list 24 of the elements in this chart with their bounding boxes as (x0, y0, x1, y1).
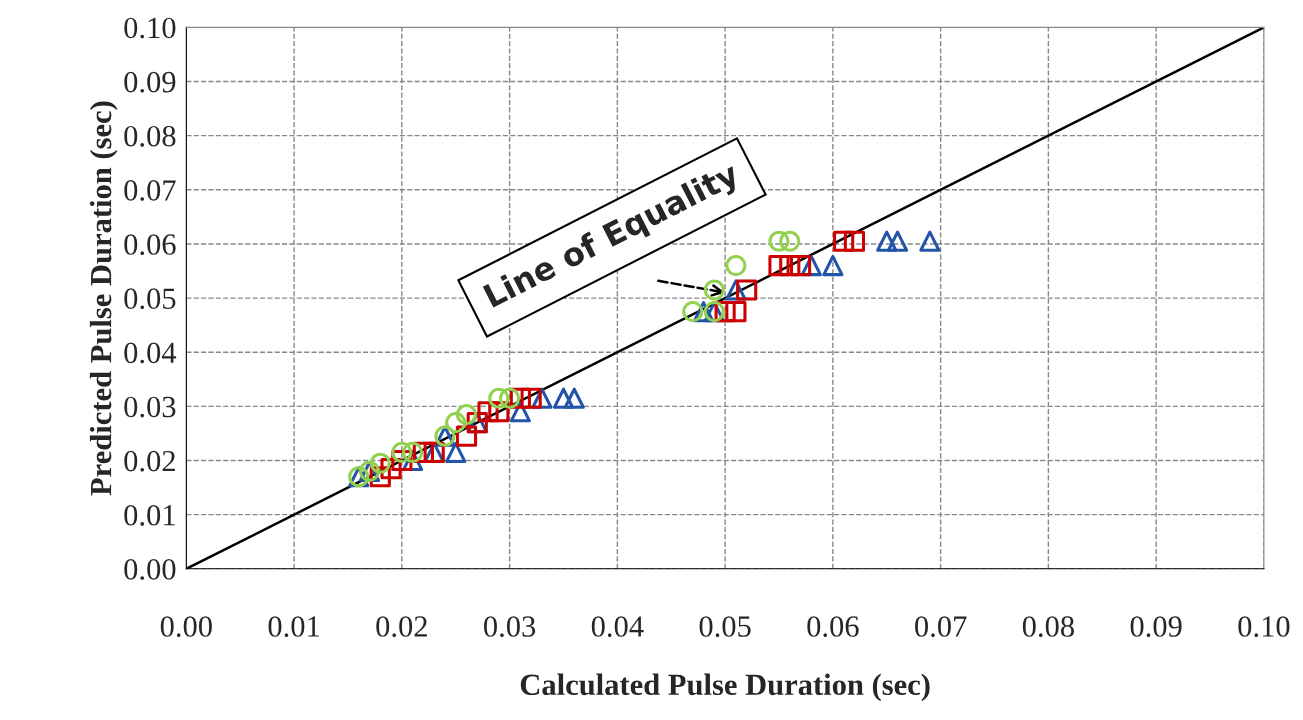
y-tick-label: 0.04 (124, 342, 177, 364)
x-tick-label: 0.01 (268, 616, 319, 637)
x-tick-label: 0.06 (807, 616, 859, 637)
x-tick-label: 0.00 (160, 616, 212, 637)
x-tick-label: 0.10 (1238, 616, 1290, 637)
y-tick-label: 0.09 (124, 71, 176, 93)
y-tick-label: 0.01 (124, 504, 175, 526)
y-tick-label: 0.06 (124, 234, 176, 255)
x-tick-label: 0.04 (591, 616, 644, 637)
x-tick-label: 0.09 (1130, 616, 1182, 637)
x-tick-label: 0.05 (699, 616, 751, 637)
y-tick-label: 0.03 (124, 396, 176, 418)
x-axis-title: Calculated Pulse Duration (sec) (520, 673, 930, 702)
y-axis-title: Predicted Pulse Duration (sec) (89, 101, 118, 496)
y-tick-label: 0.08 (124, 125, 176, 147)
x-tick-label: 0.07 (915, 616, 967, 637)
y-tick-label: 0.05 (124, 288, 176, 310)
x-tick-label: 0.08 (1022, 616, 1074, 637)
y-tick-label: 0.00 (124, 559, 176, 580)
y-tick-label: 0.07 (124, 180, 176, 201)
y-tick-label: 0.10 (124, 17, 176, 39)
x-tick-label: 0.03 (484, 616, 536, 637)
y-tick-label: 0.02 (124, 450, 175, 472)
x-tick-label: 0.02 (376, 616, 427, 637)
